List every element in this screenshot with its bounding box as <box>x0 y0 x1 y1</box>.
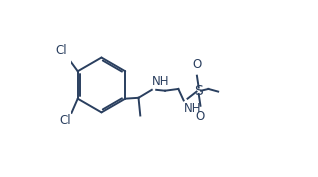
Text: Cl: Cl <box>59 114 71 127</box>
Text: O: O <box>192 58 202 71</box>
Text: Cl: Cl <box>55 44 67 57</box>
Text: O: O <box>196 110 205 123</box>
Text: NH: NH <box>152 75 169 88</box>
Text: NH: NH <box>183 102 201 115</box>
Text: S: S <box>194 84 203 98</box>
